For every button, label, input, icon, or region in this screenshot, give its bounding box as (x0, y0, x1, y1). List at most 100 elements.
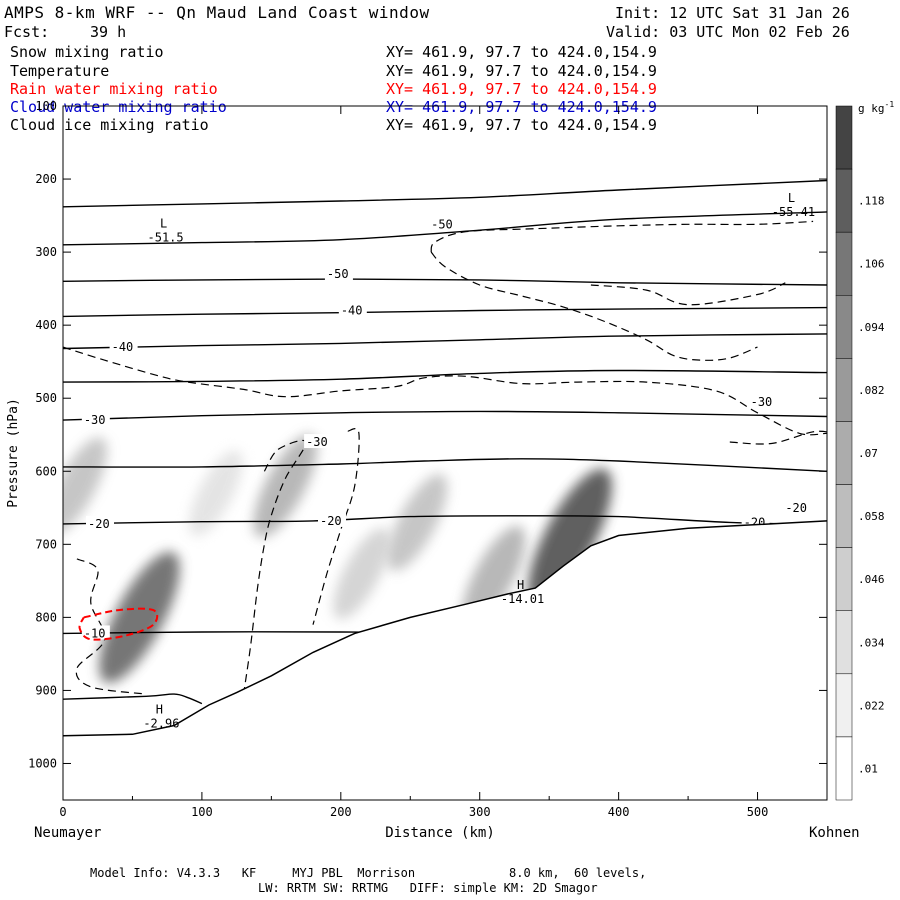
rain-water-contour-line (78, 607, 159, 641)
extremum-letter: H (156, 702, 163, 716)
contour-label: -50 (327, 267, 349, 281)
y-tick-label: 1000 (28, 756, 57, 770)
temperature-contour-8 (63, 515, 827, 526)
contour-label-bg (748, 393, 777, 408)
colorbar-swatch (835, 231, 853, 296)
colorbar-level-label: .082 (858, 384, 885, 397)
left-endpoint-label: Neumayer (34, 825, 101, 841)
cloud-ice-contour (729, 430, 827, 445)
temperature-contour-4 (63, 333, 827, 350)
y-tick-label: 400 (35, 318, 57, 332)
contour-label: -30 (751, 395, 773, 409)
colorbar-swatch (835, 736, 853, 801)
snow-blob (189, 450, 243, 536)
temperature-contour-10 (63, 693, 203, 705)
y-tick-label: 900 (35, 683, 57, 697)
colorbar-swatch (835, 168, 853, 233)
contour-label-bg (429, 216, 458, 231)
snow-blob (253, 434, 318, 538)
cloud-ice-contour (243, 439, 307, 695)
plot-frame (62, 105, 828, 801)
contour-label: -10 (84, 626, 106, 640)
colorbar-level-label: .022 (858, 699, 885, 712)
temperature-contour-2 (63, 278, 827, 286)
highs-lows: L-51.5L-55.41H-14.01H-2.96 (143, 191, 815, 730)
field-name: Rain water mixing ratio (10, 80, 218, 98)
snow-blob (333, 527, 391, 620)
valid-time: Valid: 03 UTC Mon 02 Feb 26 (606, 23, 850, 41)
field-xy: XY= 461.9, 97.7 to 424.0,154.9 (386, 80, 657, 98)
colorbar-level-label: .046 (858, 573, 885, 586)
field-name: Cloud water mixing ratio (10, 98, 227, 116)
colorbar-swatch (835, 547, 853, 611)
colorbar-unit: g kg-1 (858, 100, 894, 115)
contour-label-bg (783, 499, 812, 514)
cloud-ice-contour (590, 282, 786, 306)
chart-title: AMPS 8-km WRF -- Qn Maud Land Coast wind… (4, 3, 430, 22)
y-axis-label: Pressure (hPa) (6, 398, 21, 508)
x-tick-label: 100 (191, 805, 213, 819)
field-name: Temperature (10, 62, 110, 80)
cloud-ice-contour (430, 251, 758, 361)
snow-blob (387, 473, 448, 571)
field-xy: XY= 461.9, 97.7 to 424.0,154.9 (386, 116, 657, 134)
forecast-label: Fcst: (4, 23, 50, 41)
colorbar-swatch (835, 295, 853, 359)
field-xy: XY= 461.9, 97.7 to 424.0,154.9 (386, 98, 657, 116)
terrain-outline (63, 520, 827, 800)
contour-label: -40 (112, 340, 134, 354)
rain-water-contour (78, 607, 159, 641)
colorbar-level-label: .118 (858, 195, 885, 208)
right-endpoint-label: Kohnen (809, 825, 860, 841)
y-tick-label: 600 (35, 464, 57, 478)
contour-label-bg (81, 625, 110, 640)
cloud-ice-contours (63, 220, 827, 695)
contour-label: -20 (320, 514, 342, 528)
colorbar-swatch (835, 421, 853, 485)
contour-label-bg (304, 434, 333, 449)
colorbar-level-label: .01 (858, 762, 878, 775)
x-tick-label: 200 (330, 805, 352, 819)
model-info: Model Info: V4.3.3 KF MYJ PBL Morrison 8… (90, 866, 647, 880)
x-tick-label: 400 (608, 805, 630, 819)
snow-blob (99, 551, 180, 683)
contour-label: -50 (431, 217, 453, 231)
forecast-hour: 39 h (90, 23, 127, 41)
snow-mixing-ratio-shading (63, 434, 613, 683)
field-name: Cloud ice mixing ratio (10, 116, 209, 134)
snow-blob (527, 468, 613, 606)
extremum-letter: L (160, 216, 167, 230)
extremum-letter: L (788, 191, 795, 205)
colorbar-swatch (835, 610, 853, 675)
contour-label-bg (317, 512, 346, 527)
y-tick-label: 700 (35, 537, 57, 551)
contour-label-bg (324, 266, 353, 281)
contour-label: -20 (88, 517, 110, 531)
contour-label: -30 (84, 413, 106, 427)
colorbar-swatch (835, 484, 853, 548)
colorbar: .01 .022 .034 .046 .058 .07 .082 .094 .106 .118 (835, 105, 885, 801)
temperature-contour-6 (63, 410, 827, 421)
colorbar-swatch (835, 358, 853, 422)
colorbar-swatch (835, 105, 853, 170)
colorbar-level-label: .094 (858, 321, 885, 334)
terrain-line (63, 520, 827, 737)
contour-label: -30 (306, 435, 328, 449)
physics-info: LW: RRTM SW: RRTMG DIFF: simple KM: 2D S… (258, 881, 598, 895)
extremum-value: -14.01 (501, 592, 544, 606)
colorbar-swatch (835, 673, 853, 738)
contour-label-bg (109, 339, 138, 354)
extremum-letter: H (517, 578, 524, 592)
snow-blob (63, 437, 108, 535)
y-tick-label: 100 (35, 99, 57, 113)
temperature-contour-5 (63, 369, 827, 383)
contour-label-bg (81, 412, 110, 427)
cloud-ice-contour (430, 220, 814, 253)
init-time: Init: 12 UTC Sat 31 Jan 26 (615, 4, 850, 22)
y-tick-label: 300 (35, 245, 57, 259)
temperature-contour-0 (63, 179, 827, 208)
contour-label-bg (86, 515, 115, 530)
colorbar-level-label: .07 (858, 447, 878, 460)
contour-label: -20 (785, 501, 807, 515)
extremum-value: -55.41 (772, 205, 815, 219)
